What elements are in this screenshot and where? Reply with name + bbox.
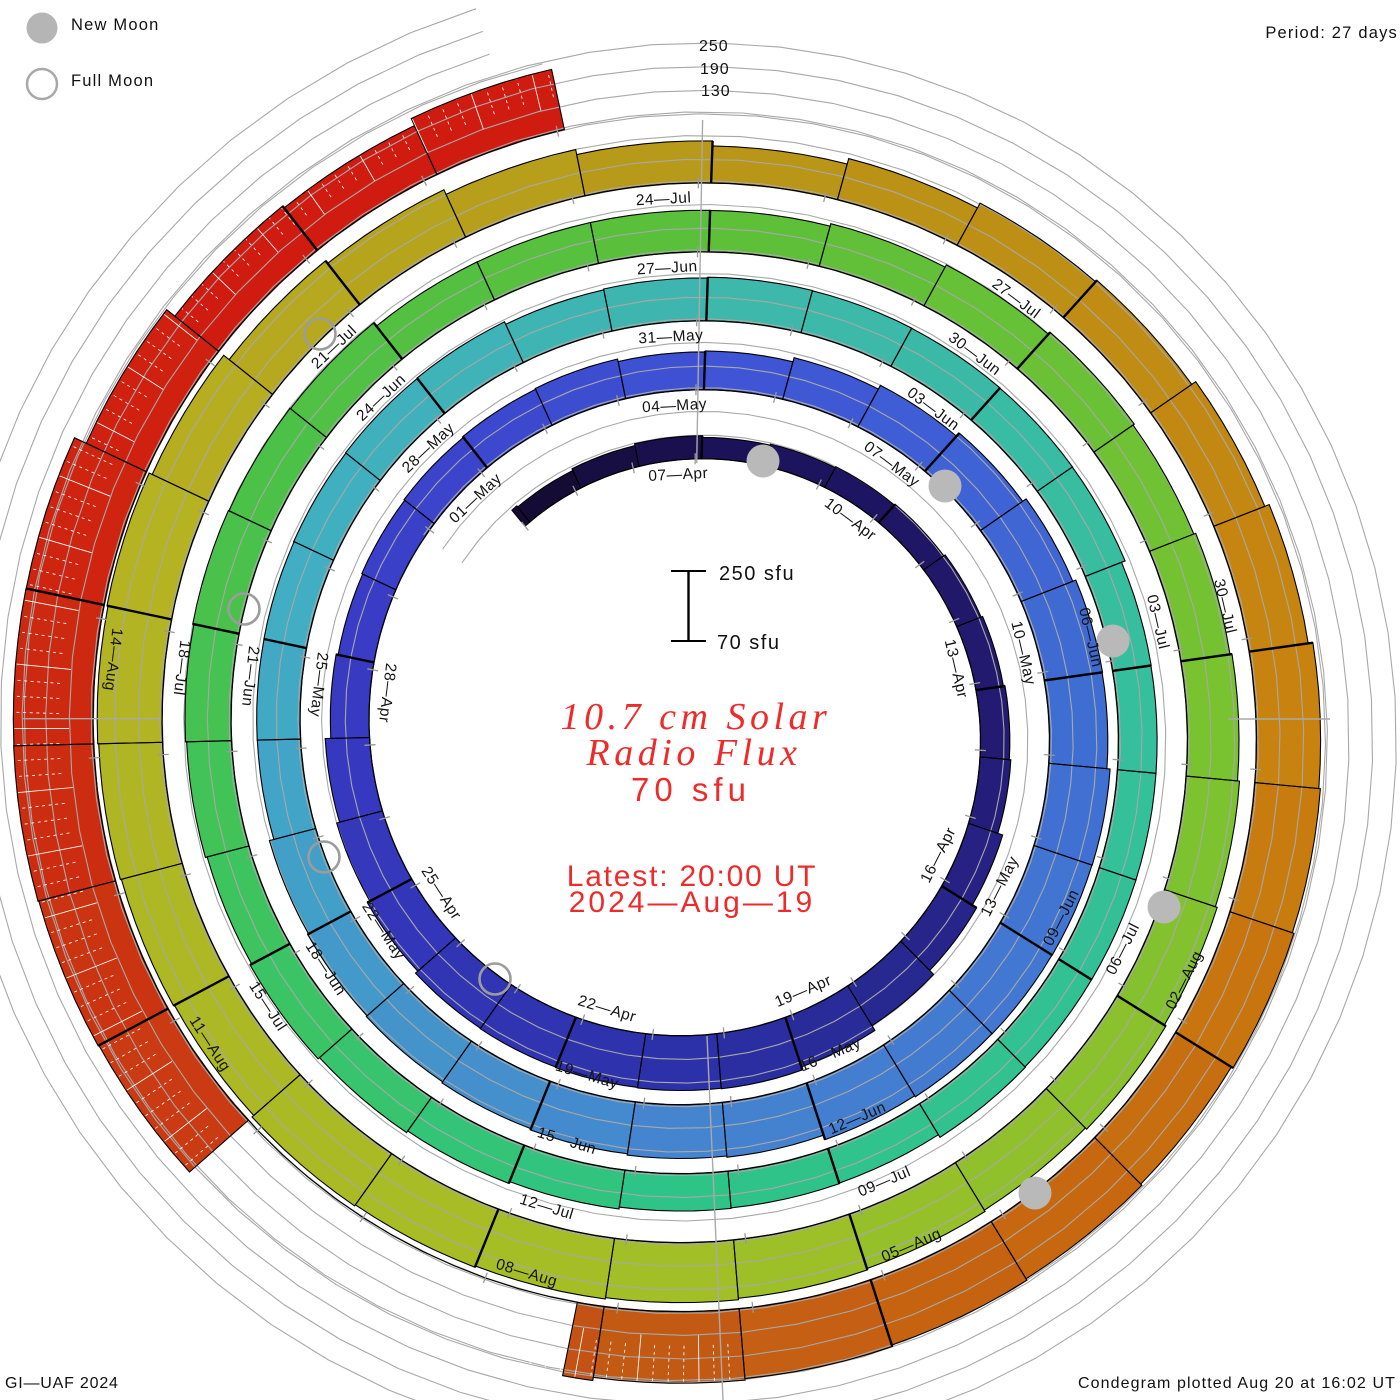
svg-text:250: 250	[699, 38, 729, 55]
svg-text:70 sfu: 70 sfu	[631, 771, 751, 808]
svg-text:04—May: 04—May	[642, 396, 708, 416]
svg-text:18—Jul: 18—Jul	[170, 639, 194, 696]
svg-text:New Moon: New Moon	[71, 16, 159, 34]
svg-text:07—Apr: 07—Apr	[648, 465, 709, 485]
svg-text:Radio Flux: Radio Flux	[586, 732, 802, 774]
svg-text:10.7 cm Solar: 10.7 cm Solar	[561, 696, 832, 738]
svg-text:27—Jun: 27—Jun	[637, 258, 699, 278]
svg-text:24—Jul: 24—Jul	[635, 189, 691, 209]
svg-text:70 sfu: 70 sfu	[717, 632, 780, 654]
svg-text:250 sfu: 250 sfu	[719, 563, 795, 585]
svg-text:130: 130	[701, 83, 731, 100]
svg-text:Latest: 20:00 UT: Latest: 20:00 UT	[567, 860, 818, 893]
svg-text:Full Moon: Full Moon	[71, 72, 154, 90]
svg-text:GI—UAF 2024: GI—UAF 2024	[5, 1375, 119, 1392]
svg-text:Period: 27 days: Period: 27 days	[1265, 24, 1398, 42]
svg-text:31—May: 31—May	[638, 327, 704, 347]
svg-text:190: 190	[700, 61, 730, 78]
svg-text:Condegram plotted Aug 20 at 16: Condegram plotted Aug 20 at 16:02 UT	[1078, 1375, 1396, 1392]
svg-text:2024—Aug—19: 2024—Aug—19	[569, 886, 816, 919]
